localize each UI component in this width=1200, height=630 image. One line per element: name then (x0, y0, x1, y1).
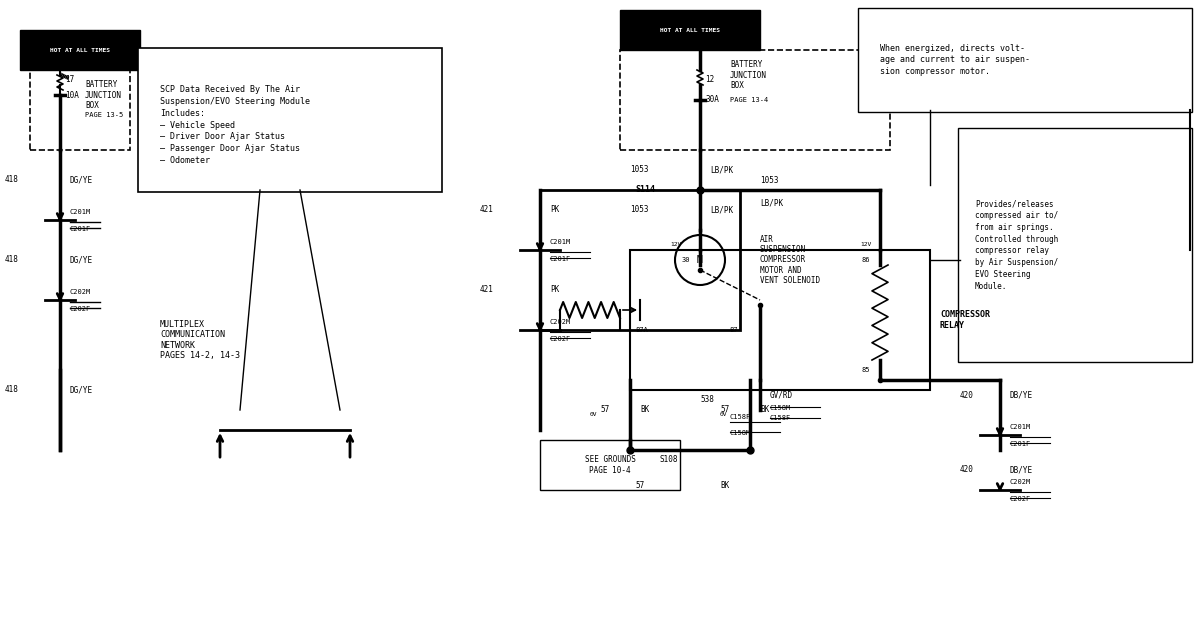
Text: 420: 420 (960, 391, 974, 399)
Text: BATTERY
JUNCTION
BOX: BATTERY JUNCTION BOX (730, 60, 767, 90)
Text: PK: PK (550, 285, 559, 294)
Text: C201M: C201M (70, 209, 91, 215)
Text: PAGE 13-5: PAGE 13-5 (85, 112, 124, 118)
Text: BATTERY
JUNCTION
BOX: BATTERY JUNCTION BOX (85, 80, 122, 110)
Text: PK: PK (550, 205, 559, 214)
Text: 1053: 1053 (630, 205, 648, 214)
Text: SEE GROUNDS
PAGE 10-4: SEE GROUNDS PAGE 10-4 (584, 455, 636, 474)
Text: C202M: C202M (70, 289, 91, 295)
Text: 12: 12 (706, 76, 714, 84)
Text: C201F: C201F (550, 256, 571, 262)
Text: C201F: C201F (70, 226, 91, 232)
Text: 57: 57 (720, 406, 730, 415)
Text: LB/PK: LB/PK (710, 166, 733, 175)
Text: 418: 418 (5, 256, 19, 265)
FancyBboxPatch shape (958, 128, 1192, 362)
Text: C158F: C158F (770, 415, 791, 421)
Bar (540, 190, 740, 330)
Text: 57: 57 (600, 406, 610, 415)
Text: 12V: 12V (860, 243, 871, 248)
Text: DG/YE: DG/YE (70, 386, 94, 394)
Text: C201F: C201F (1010, 441, 1031, 447)
Text: 12V: 12V (670, 243, 682, 248)
Text: LB/PK: LB/PK (760, 198, 784, 207)
Text: C202F: C202F (550, 336, 571, 342)
Text: 57: 57 (635, 481, 644, 490)
Text: 420: 420 (960, 466, 974, 474)
Text: 418: 418 (5, 176, 19, 185)
Text: 86: 86 (862, 257, 870, 263)
Text: 0V: 0V (720, 413, 727, 418)
Text: C201M: C201M (1010, 424, 1031, 430)
Text: 87: 87 (730, 327, 738, 333)
Text: LB/PK: LB/PK (710, 205, 733, 214)
Text: BK: BK (720, 481, 730, 490)
Text: C158M: C158M (730, 430, 751, 436)
Bar (620, 50, 890, 150)
Text: DB/YE: DB/YE (1010, 391, 1033, 399)
Text: M: M (697, 255, 703, 265)
Text: PAGE 13-4: PAGE 13-4 (730, 97, 768, 103)
Text: 421: 421 (480, 205, 494, 214)
Text: Provides/releases
compressed air to/
from air springs.
Controlled through
compre: Provides/releases compressed air to/ fro… (974, 199, 1058, 291)
Text: HOT AT ALL TIMES: HOT AT ALL TIMES (50, 47, 110, 52)
Text: S114: S114 (635, 185, 655, 195)
Text: HOT AT ALL TIMES: HOT AT ALL TIMES (660, 28, 720, 33)
Text: C158M: C158M (770, 405, 791, 411)
Text: 538: 538 (700, 396, 714, 404)
Text: C201M: C201M (550, 239, 571, 245)
Text: 1053: 1053 (630, 166, 648, 175)
Text: 87A: 87A (635, 327, 648, 333)
Text: 0V: 0V (590, 413, 598, 418)
Text: S108: S108 (660, 455, 678, 464)
Text: BK: BK (760, 406, 769, 415)
Text: BK: BK (640, 406, 649, 415)
Bar (620, 10, 760, 50)
Text: When energized, directs volt-
age and current to air suspen-
sion compressor mot: When energized, directs volt- age and cu… (880, 43, 1030, 76)
Text: 421: 421 (480, 285, 494, 294)
FancyBboxPatch shape (858, 8, 1192, 112)
Bar (20, 30, 140, 70)
Text: MULTIPLEX
COMMUNICATION
NETWORK
PAGES 14-2, 14-3: MULTIPLEX COMMUNICATION NETWORK PAGES 14… (160, 320, 240, 360)
Text: AIR
SUSPENSION
COMPRESSOR
MOTOR AND
VENT SOLENOID: AIR SUSPENSION COMPRESSOR MOTOR AND VENT… (760, 235, 820, 285)
Text: C202M: C202M (550, 319, 571, 325)
Text: COMPRESSOR
RELAY: COMPRESSOR RELAY (940, 311, 990, 329)
Bar (30, 70, 130, 150)
Text: 17: 17 (65, 76, 74, 84)
Text: SCP Data Received By The Air
Suspension/EVO Steering Module
Includes:
– Vehicle : SCP Data Received By The Air Suspension/… (160, 85, 310, 165)
Text: C158F: C158F (730, 414, 751, 420)
Text: 30: 30 (682, 257, 690, 263)
Text: 1053: 1053 (760, 176, 779, 185)
Bar (540, 440, 680, 490)
Text: C202M: C202M (1010, 479, 1031, 485)
Text: 30A: 30A (706, 96, 719, 105)
Text: GV/RD: GV/RD (770, 391, 793, 399)
FancyBboxPatch shape (138, 48, 442, 192)
Text: C202F: C202F (70, 306, 91, 312)
Text: DG/YE: DG/YE (70, 256, 94, 265)
Text: DG/YE: DG/YE (70, 176, 94, 185)
Bar (630, 250, 930, 390)
Text: 10A: 10A (65, 91, 79, 100)
Text: 85: 85 (862, 367, 870, 373)
Text: DB/YE: DB/YE (1010, 466, 1033, 474)
Text: C202F: C202F (1010, 496, 1031, 502)
Text: 418: 418 (5, 386, 19, 394)
